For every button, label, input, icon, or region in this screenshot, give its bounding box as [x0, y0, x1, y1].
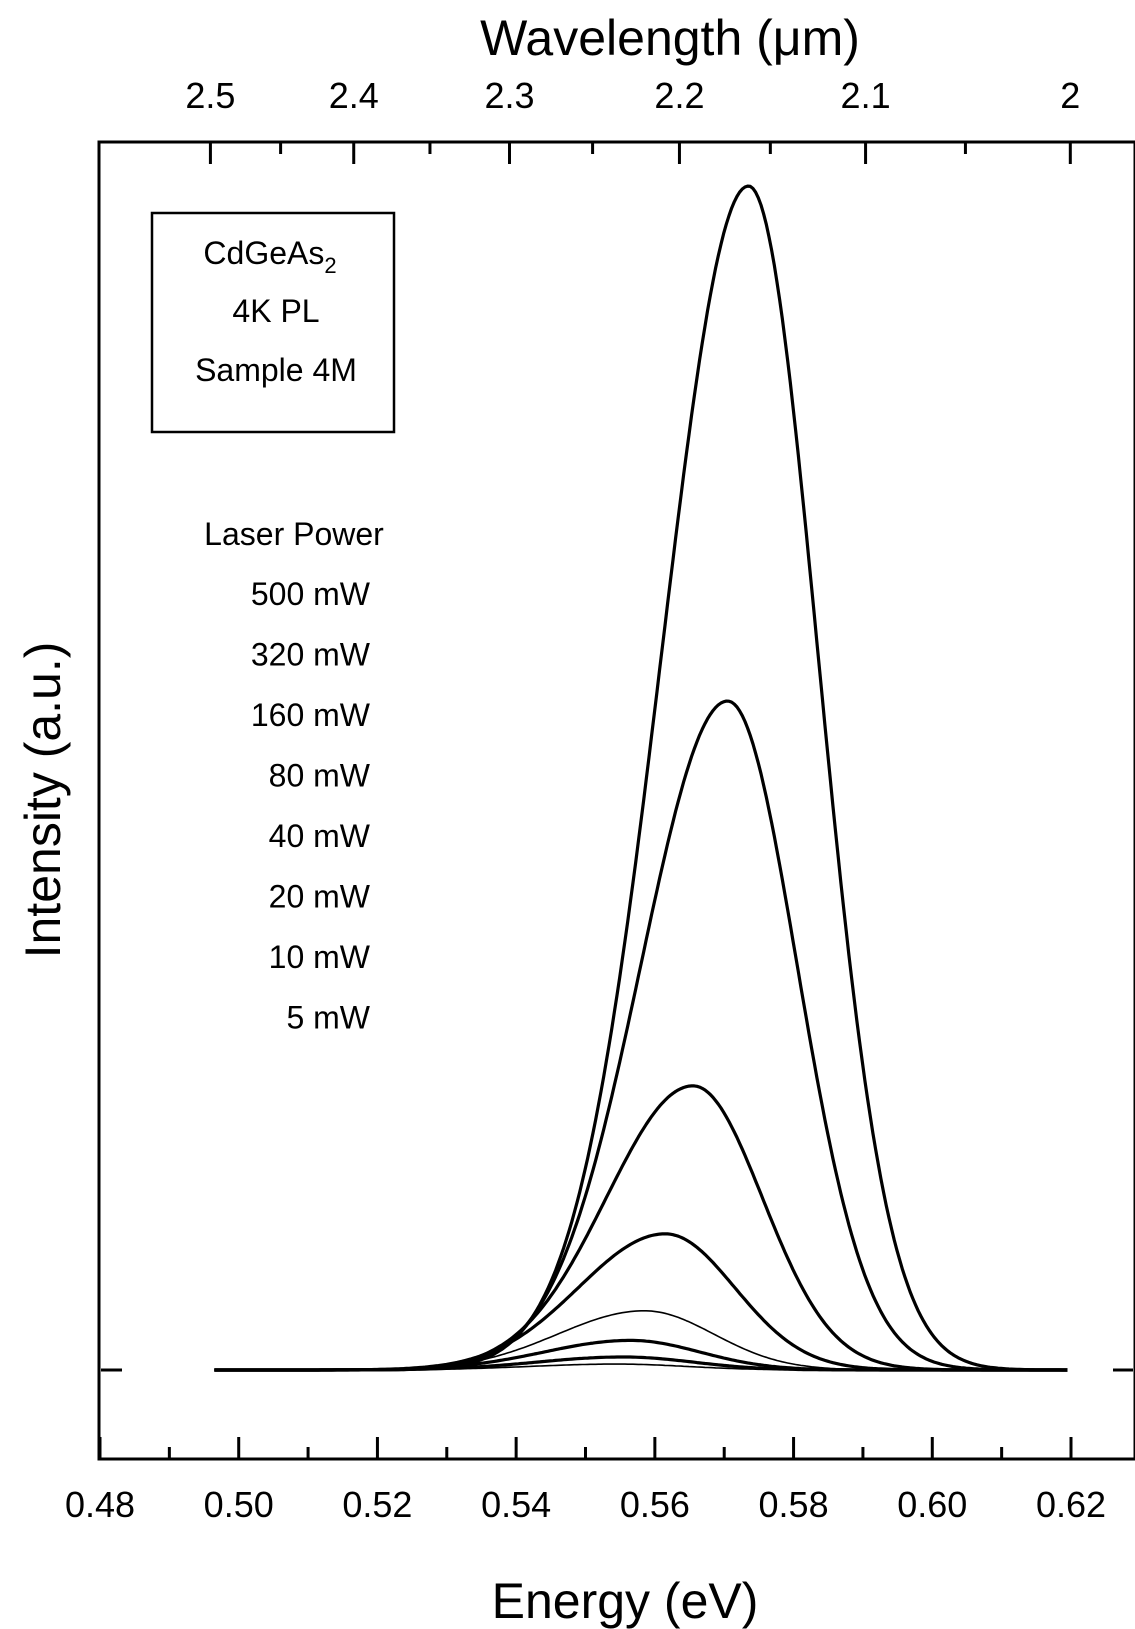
x-tick-label: 0.50	[204, 1484, 274, 1525]
laser-power-legend: Laser Power	[204, 516, 384, 552]
x-tick-label: 0.56	[620, 1484, 690, 1525]
top-tick-label: 2.5	[185, 75, 235, 116]
legend-entry: 80 mW	[269, 758, 371, 794]
top-tick-label: 2.1	[841, 75, 891, 116]
bottom-axis-ticks: 0.48 0.50 0.52 0.54 0.56 0.58 0.60 0.62	[65, 1437, 1106, 1525]
sample-info-box: CdGeAs2 4K PL Sample 4M	[150, 211, 396, 434]
legend-entry: 40 mW	[269, 818, 371, 854]
top-tick-label: 2.3	[484, 75, 534, 116]
spectrum-curve	[214, 699, 1068, 1372]
top-axis-title: Wavelength (μm)	[480, 10, 860, 66]
x-tick-label: 0.58	[759, 1484, 829, 1525]
plot-frame	[97, 140, 1135, 1461]
legend-entries: 500 mW 320 mW 160 mW 80 mW 40 mW 20 mW 10 mW 5 …	[251, 576, 371, 1036]
x-tick-label: 0.48	[65, 1484, 135, 1525]
legend-title: Laser Power	[204, 516, 384, 552]
spectrum-curve	[214, 1084, 1068, 1372]
top-tick-label: 2.2	[654, 75, 704, 116]
legend-entry: 320 mW	[251, 637, 371, 673]
sample-id: Sample 4M	[195, 352, 357, 388]
sample-material: CdGeAs2	[203, 235, 336, 278]
x-tick-label: 0.52	[342, 1484, 412, 1525]
legend-entry: 5 mW	[286, 1000, 370, 1036]
sample-material-subscript: 2	[324, 253, 336, 278]
legend-entry: 10 mW	[269, 939, 371, 975]
sample-measurement: 4K PL	[232, 293, 319, 329]
x-tick-label: 0.62	[1036, 1484, 1106, 1525]
x-tick-label: 0.54	[481, 1484, 551, 1525]
spectrum-curves	[214, 184, 1068, 1372]
spectrum-curve	[214, 1232, 1068, 1372]
top-axis-ticks: 2.5 2.4 2.3 2.2 2.1 2	[185, 75, 1080, 164]
x-axis-title: Energy (eV)	[492, 1573, 759, 1629]
top-tick-label: 2	[1060, 75, 1080, 116]
sample-box-border	[150, 211, 396, 434]
legend-entry: 500 mW	[251, 576, 371, 612]
legend-entry: 20 mW	[269, 879, 371, 915]
x-tick-label: 0.60	[897, 1484, 967, 1525]
sample-material-formula: CdGeAs	[203, 235, 324, 271]
top-tick-label: 2.4	[329, 75, 379, 116]
spectrum-curve	[214, 1363, 1068, 1371]
y-axis-title: Intensity (a.u.)	[15, 642, 71, 959]
legend-entry: 160 mW	[251, 697, 371, 733]
